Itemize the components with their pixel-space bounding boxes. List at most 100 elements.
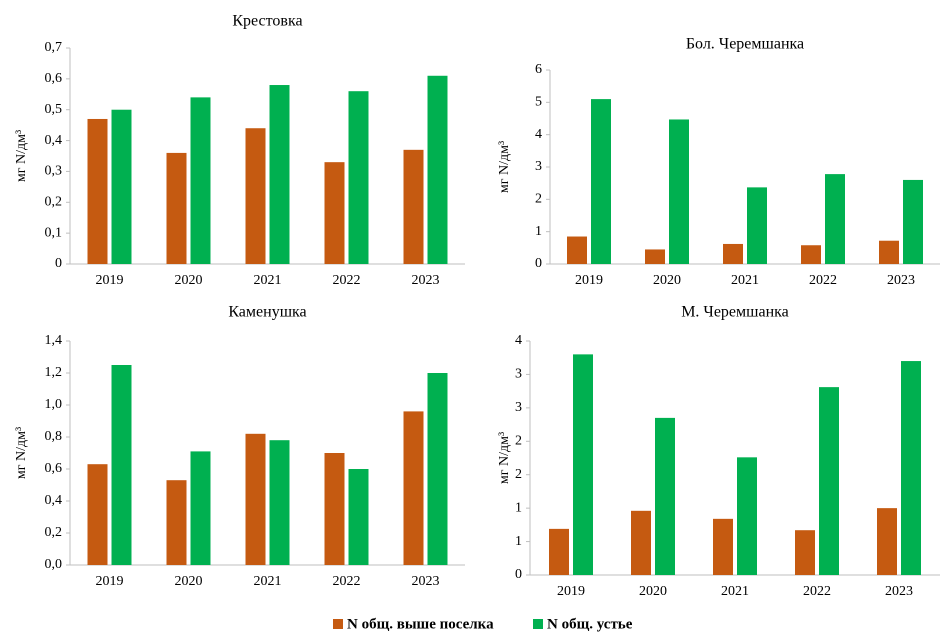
bar [713, 518, 733, 575]
bar [825, 174, 845, 264]
bar [269, 440, 290, 565]
bar [166, 480, 187, 565]
bar [427, 373, 448, 565]
bar [631, 510, 651, 575]
chart-title: Крестовка [232, 13, 302, 30]
y-tick-label: 1,2 [45, 365, 63, 380]
y-tick-label: 3 [535, 159, 542, 174]
y-tick-label: 0,2 [45, 195, 63, 210]
bar [645, 249, 665, 264]
bar [190, 451, 211, 565]
bar [269, 85, 290, 265]
y-tick-label: 0,0 [45, 557, 63, 572]
x-tick-label: 2020 [653, 273, 681, 288]
y-axis-label: мг N/дм³ [14, 427, 29, 479]
bar [111, 365, 132, 565]
x-tick-label: 2023 [887, 273, 915, 288]
chart-title: Бол. Черемшанка [686, 36, 804, 53]
bar [567, 236, 587, 264]
chart-title: М. Черемшанка [681, 304, 789, 321]
y-tick-label: 0 [535, 256, 542, 271]
legend-swatch [533, 619, 543, 629]
bar [403, 411, 424, 565]
x-tick-label: 2021 [254, 273, 282, 288]
y-tick-label: 0,3 [45, 164, 63, 179]
bar [801, 245, 821, 264]
y-tick-label: 2 [515, 434, 522, 449]
y-tick-label: 4 [535, 127, 542, 142]
bar [795, 530, 815, 575]
y-tick-label: 4 [515, 333, 522, 348]
y-tick-label: 0,5 [45, 102, 63, 117]
y-tick-label: 0,7 [45, 40, 63, 55]
y-tick-label: 0,8 [45, 429, 63, 444]
y-tick-label: 2 [535, 192, 542, 207]
y-tick-label: 0,4 [45, 133, 63, 148]
bar [747, 187, 767, 264]
x-tick-label: 2022 [809, 273, 837, 288]
y-tick-label: 3 [515, 400, 522, 415]
y-tick-label: 1 [535, 224, 542, 239]
x-tick-label: 2023 [885, 584, 913, 599]
x-tick-label: 2023 [412, 574, 440, 589]
x-tick-label: 2019 [575, 273, 603, 288]
y-axis-label: мг N/дм³ [14, 130, 29, 182]
x-tick-label: 2019 [96, 574, 124, 589]
y-tick-label: 0,1 [45, 225, 63, 240]
x-tick-label: 2019 [96, 273, 124, 288]
bar [245, 433, 266, 565]
bar [723, 243, 743, 264]
bar [877, 508, 897, 575]
x-tick-label: 2020 [639, 584, 667, 599]
x-tick-label: 2022 [333, 273, 361, 288]
legend-label: N общ. выше поселка [347, 616, 494, 632]
bar [87, 118, 108, 264]
y-tick-label: 0,6 [45, 461, 63, 476]
x-tick-label: 2022 [803, 584, 831, 599]
chart-title: Каменушка [228, 304, 306, 321]
bar [819, 387, 839, 575]
y-tick-label: 0,2 [45, 525, 63, 540]
x-tick-label: 2022 [333, 574, 361, 589]
y-tick-label: 1 [515, 500, 522, 515]
x-tick-label: 2020 [175, 574, 203, 589]
bar [245, 128, 266, 264]
bar [190, 97, 211, 264]
x-tick-label: 2021 [721, 584, 749, 599]
y-tick-label: 1,0 [45, 397, 63, 412]
bar [903, 179, 923, 264]
bar [87, 464, 108, 565]
bar [348, 469, 369, 565]
bar [879, 240, 899, 264]
y-tick-label: 5 [535, 95, 542, 110]
y-tick-label: 0 [55, 256, 62, 271]
bar [166, 152, 187, 264]
x-tick-label: 2020 [175, 273, 203, 288]
bar [669, 119, 689, 264]
bar [348, 91, 369, 264]
x-tick-label: 2021 [254, 574, 282, 589]
bar [324, 162, 345, 264]
x-tick-label: 2023 [412, 273, 440, 288]
bar [403, 149, 424, 264]
bar [573, 354, 593, 575]
y-tick-label: 1,4 [45, 333, 63, 348]
x-tick-label: 2021 [731, 273, 759, 288]
bar [549, 528, 569, 575]
y-axis-label: мг N/дм³ [497, 432, 512, 484]
bar [737, 457, 757, 575]
y-tick-label: 3 [515, 367, 522, 382]
bar [427, 75, 448, 265]
y-tick-label: 0 [515, 567, 522, 582]
x-tick-label: 2019 [557, 584, 585, 599]
y-tick-label: 0,4 [45, 493, 63, 508]
legend-swatch [333, 619, 343, 629]
bar [901, 361, 921, 575]
y-axis-label: мг N/дм³ [497, 141, 512, 193]
y-tick-label: 6 [535, 62, 542, 77]
y-tick-label: 0,6 [45, 71, 63, 86]
bar [324, 453, 345, 565]
bar [655, 417, 675, 575]
y-tick-label: 1 [515, 534, 522, 549]
